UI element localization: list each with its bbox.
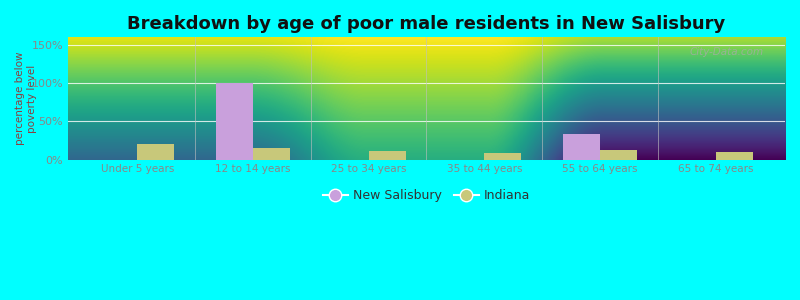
Bar (484, 154, 522, 160)
Bar (715, 152, 753, 160)
Bar (216, 83, 253, 160)
Bar (563, 134, 600, 160)
Bar (253, 148, 290, 160)
Bar (138, 144, 174, 160)
Y-axis label: percentage below
poverty level: percentage below poverty level (15, 52, 37, 145)
Legend: New Salisbury, Indiana: New Salisbury, Indiana (318, 184, 535, 207)
Text: City-Data.com: City-Data.com (690, 47, 763, 57)
Bar (600, 150, 637, 160)
Title: Breakdown by age of poor male residents in New Salisbury: Breakdown by age of poor male residents … (127, 15, 726, 33)
Bar (369, 151, 406, 160)
